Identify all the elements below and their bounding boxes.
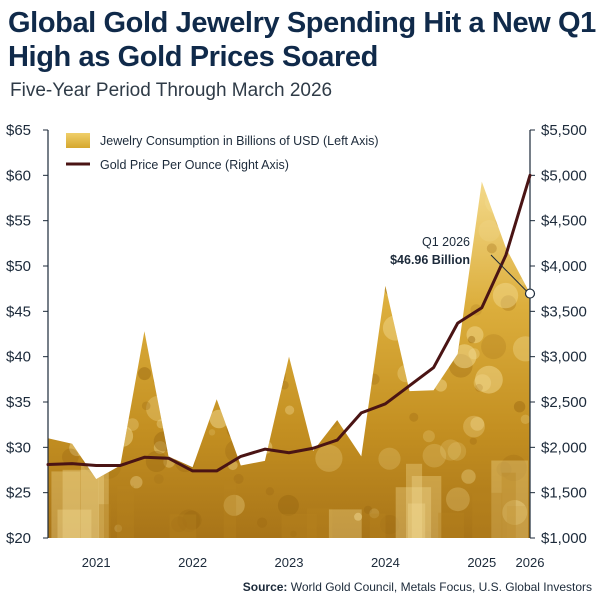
right-axis-tick-label: $2,000 [541,439,587,456]
legend: Jewelry Consumption in Billions of USD (… [66,133,379,172]
annotation: Q1 2026 $46.96 Billion [390,235,536,299]
annotation-leader [490,254,528,292]
left-axis-tick-label: $25 [6,485,31,502]
left-axis-tick-label: $40 [6,349,31,366]
legend-label-price: Gold Price Per Ounce (Right Axis) [100,158,289,172]
x-axis-tick-label: 2026 [516,555,545,570]
right-axis-tick-label: $1,500 [541,485,587,502]
source-label: Source: [242,580,288,594]
right-axis-tick-label: $2,500 [541,394,587,411]
right-axis-tick-label: $3,500 [541,303,587,320]
chart-title: Global Gold Jewelry Spending Hit a New Q… [8,7,596,73]
right-axis-tick-label: $4,000 [541,258,587,275]
legend-swatch-jewelry [66,133,90,148]
source-note: Source: World Gold Council, Metals Focus… [243,580,592,594]
annotation-value: $46.96 Billion [390,253,470,267]
jewelry-area-series [48,181,530,538]
left-axis-tick-label: $20 [6,530,31,547]
left-axis-tick-label: $65 [6,122,31,139]
left-axis-tick-label: $50 [6,258,31,275]
x-axis-tick-label: 2021 [82,555,111,570]
left-axis-tick-label: $55 [6,213,31,230]
legend-label-jewelry: Jewelry Consumption in Billions of USD (… [100,134,379,148]
chart-subtitle: Five-Year Period Through March 2026 [10,80,333,101]
annotation-date: Q1 2026 [422,235,470,249]
left-axis-tick-label: $30 [6,439,31,456]
left-axis-tick-label: $60 [6,167,31,184]
right-axis-tick-label: $5,000 [541,167,587,184]
left-axis-tick-label: $35 [6,394,31,411]
x-axis-tick-label: 2022 [178,555,207,570]
right-axis-tick-label: $3,000 [541,349,587,366]
jewelry-area [48,181,530,538]
x-axis-tick-label: 2025 [467,555,496,570]
annotation-marker [524,288,536,299]
right-axis-tick-label: $4,500 [541,213,587,230]
gold-price-line [46,173,532,473]
x-axis-tick-label: 2023 [275,555,304,570]
right-axis-tick-label: $1,000 [541,530,587,547]
axes: $20 $25 $30 $35 $40 $45 $50 $55 $60 $65 $1,000 $1,5… [6,122,587,570]
x-axis-tick-label: 2024 [371,555,400,570]
right-axis-tick-label: $5,500 [541,122,587,139]
source-text: World Gold Council, Metals Focus, U.S. G… [290,580,592,594]
left-axis-tick-label: $45 [6,303,31,320]
gold-price-series [46,173,532,473]
